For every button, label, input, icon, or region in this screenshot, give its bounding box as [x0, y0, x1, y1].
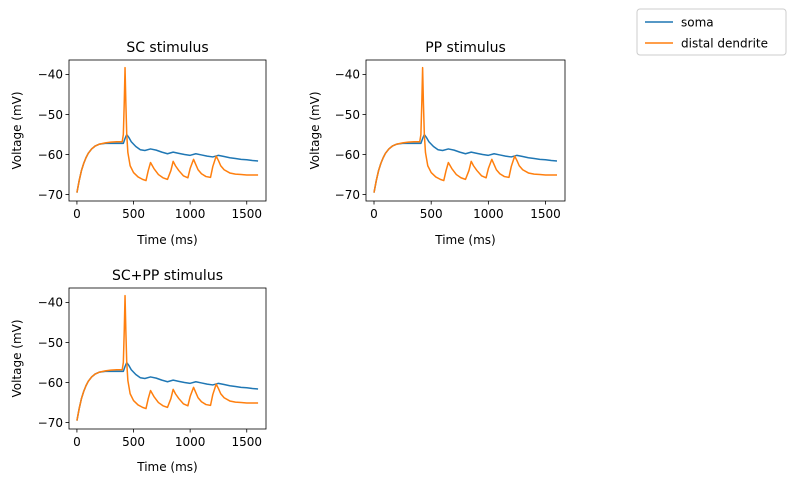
legend-label-distal-dendrite: distal dendrite: [681, 37, 768, 51]
y-axis-label: Voltage (mV): [10, 319, 24, 397]
y-tick-label: −60: [38, 376, 63, 390]
legend-label-soma: soma: [681, 16, 714, 30]
panel-sc-stimulus: SC stimulus Time (ms) Voltage (mV) 0 500 1…: [10, 40, 267, 247]
panel-pp-stimulus: PP stimulus Time (ms) Voltage (mV) 0 500 1…: [308, 40, 566, 247]
x-tick-label: 1500: [231, 435, 262, 449]
x-tick-label: 1500: [530, 207, 561, 221]
legend: soma distal dendrite: [636, 8, 787, 56]
axes-frame: [365, 59, 566, 202]
x-tick-label: 0: [370, 207, 378, 221]
x-tick-label: 500: [420, 207, 443, 221]
panel-sc-pp-stimulus: SC+PP stimulus Time (ms) Voltage (mV) 0 5…: [10, 268, 267, 474]
y-tick-label: −50: [38, 336, 63, 350]
x-tick-label: 0: [73, 207, 81, 221]
x-tick-label: 500: [122, 207, 145, 221]
x-tick-label: 1000: [473, 207, 504, 221]
y-tick-label: −60: [38, 148, 63, 162]
y-tick-label: −60: [335, 148, 360, 162]
y-tick-label: −40: [38, 68, 63, 82]
x-axis-label: Time (ms): [136, 233, 198, 247]
series-line-distal-dendrite: [373, 66, 557, 193]
series-line-distal-dendrite: [76, 294, 259, 421]
x-tick-label: 500: [122, 435, 145, 449]
y-tick-label: −40: [335, 68, 360, 82]
y-tick-label: −70: [38, 416, 63, 430]
y-axis-label: Voltage (mV): [10, 91, 24, 169]
panel-title: PP stimulus: [425, 40, 506, 56]
x-axis-label: Time (ms): [434, 233, 496, 247]
x-tick-label: 0: [73, 435, 81, 449]
y-tick-label: −50: [38, 108, 63, 122]
y-tick-label: −40: [38, 296, 63, 310]
panel-title: SC stimulus: [126, 40, 208, 56]
series-line-distal-dendrite: [76, 66, 259, 193]
y-tick-label: −70: [335, 188, 360, 202]
axes-frame: [68, 287, 267, 430]
legend-frame: [636, 8, 787, 56]
x-tick-label: 1500: [231, 207, 262, 221]
x-tick-label: 1000: [175, 435, 206, 449]
panel-title: SC+PP stimulus: [112, 268, 223, 284]
y-tick-label: −50: [335, 108, 360, 122]
x-axis-label: Time (ms): [136, 460, 198, 474]
axes-frame: [68, 59, 267, 202]
y-tick-label: −70: [38, 188, 63, 202]
y-axis-label: Voltage (mV): [308, 91, 322, 169]
x-tick-label: 1000: [175, 207, 206, 221]
